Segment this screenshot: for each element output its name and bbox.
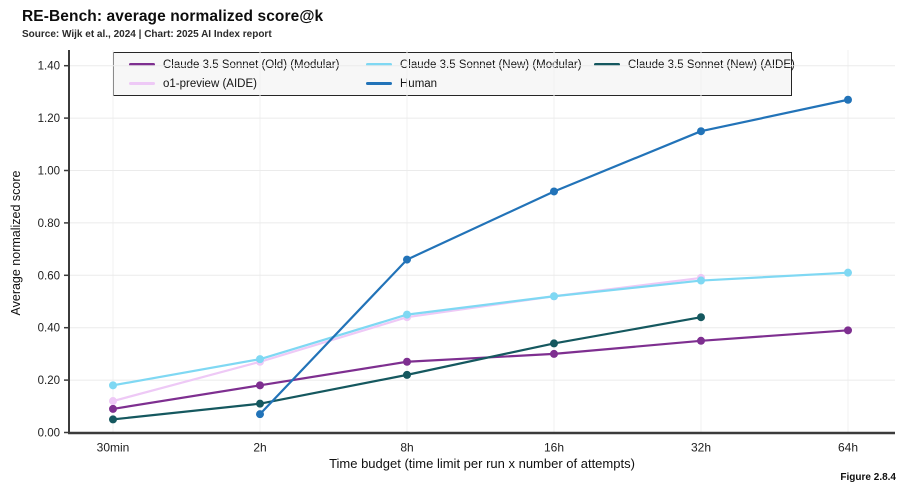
data-point-series-2 <box>550 339 558 348</box>
legend-swatch-icon <box>366 63 392 66</box>
data-point-series-2 <box>256 399 264 408</box>
data-point-series-1 <box>403 310 411 319</box>
data-point-series-4 <box>403 255 411 264</box>
y-tick-label: 1.00 <box>38 166 60 178</box>
data-point-series-0 <box>256 381 264 390</box>
y-tick-label: 1.40 <box>38 61 60 73</box>
legend-item-3: o1-preview (AIDE) <box>129 75 366 92</box>
x-tick-label: 2h <box>253 441 266 455</box>
y-tick-label: 0.00 <box>38 428 60 440</box>
y-tick-label: 0.40 <box>38 323 60 335</box>
legend-label: Human <box>400 77 438 90</box>
y-tick-label: 0.60 <box>38 270 60 282</box>
data-point-series-1 <box>109 381 117 390</box>
data-point-series-0 <box>109 404 117 413</box>
data-point-series-2 <box>403 370 411 379</box>
y-axis-label: Average normalized score <box>9 170 23 316</box>
x-axis-label: Time budget (time limit per run x number… <box>329 456 635 471</box>
legend-item-0: Claude 3.5 Sonnet (Old) (Modular) <box>129 56 366 73</box>
data-point-series-4 <box>550 187 558 196</box>
legend-label: Claude 3.5 Sonnet (New) (AIDE) <box>628 58 795 71</box>
x-tick-label: 30min <box>97 441 130 455</box>
y-tick-label: 1.20 <box>38 113 60 125</box>
page-title: RE-Bench: average normalized score@k <box>22 8 324 25</box>
data-point-series-0 <box>697 336 705 345</box>
data-point-series-3 <box>109 397 117 406</box>
data-point-series-4 <box>697 127 705 136</box>
series-line-0 <box>112 329 849 411</box>
x-tick-label: 8h <box>400 441 413 455</box>
x-tick-label: 64h <box>838 441 858 455</box>
legend-label: Claude 3.5 Sonnet (New) (Modular) <box>400 58 582 71</box>
y-tick-label: 0.20 <box>38 375 60 387</box>
legend-swatch-icon <box>594 63 620 66</box>
legend-label: Claude 3.5 Sonnet (Old) (Modular) <box>163 58 340 71</box>
data-point-series-0 <box>403 357 411 366</box>
x-tick-label: 16h <box>544 441 564 455</box>
y-tick-label: 0.80 <box>38 218 60 230</box>
data-point-series-2 <box>697 313 705 322</box>
data-point-series-4 <box>844 95 852 104</box>
data-point-series-1 <box>697 276 705 285</box>
legend-item-2: Claude 3.5 Sonnet (New) (AIDE) <box>594 56 795 73</box>
legend-label: o1-preview (AIDE) <box>163 77 257 90</box>
x-tick-label: 32h <box>691 441 711 455</box>
data-point-series-4 <box>256 410 264 419</box>
legend-item-1: Claude 3.5 Sonnet (New) (Modular) <box>366 56 594 73</box>
series-line-1 <box>112 271 849 387</box>
data-point-series-1 <box>550 292 558 301</box>
figure-number: Figure 2.8.4 <box>840 472 896 483</box>
data-point-series-1 <box>844 268 852 277</box>
legend-swatch-icon <box>129 82 155 85</box>
data-point-series-0 <box>844 326 852 335</box>
legend-swatch-icon <box>129 63 155 66</box>
legend-item-4: Human <box>366 75 594 92</box>
legend-swatch-icon <box>366 82 392 85</box>
data-point-series-0 <box>550 349 558 358</box>
data-point-series-2 <box>109 415 117 424</box>
chart-source-note: Source: Wijk et al., 2024 | Chart: 2025 … <box>22 29 272 40</box>
chart-legend: Claude 3.5 Sonnet (Old) (Modular) Claude … <box>113 52 795 96</box>
data-point-series-1 <box>256 355 264 364</box>
